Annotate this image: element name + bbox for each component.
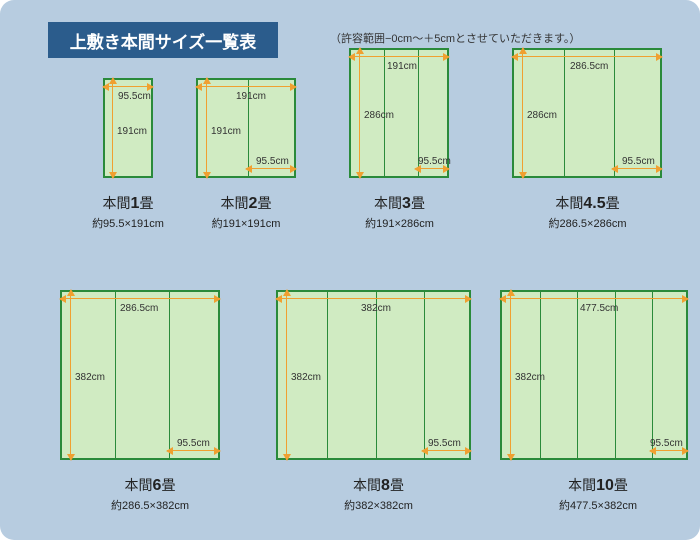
- panel-divider: [115, 292, 116, 458]
- height-arrow: [359, 48, 360, 178]
- width-arrow: [500, 298, 688, 299]
- width-label: 95.5cm: [118, 91, 151, 102]
- size-name: 本間8畳: [266, 475, 491, 495]
- panel-width-arrow: [167, 450, 220, 451]
- panel-width-arrow: [246, 168, 296, 169]
- mat-4_5jo: 286.5cm 286cm 95.5cm 本間4.5畳約286.5×286cm: [500, 48, 675, 248]
- mat-2jo: 191cm 191cm 95.5cm 本間2畳約191×191cm: [186, 78, 306, 248]
- width-arrow: [103, 86, 153, 87]
- width-arrow: [196, 86, 296, 87]
- panel-divider: [614, 50, 615, 176]
- panel-width-label: 95.5cm: [418, 156, 451, 167]
- panel-divider: [652, 292, 653, 458]
- height-label: 191cm: [117, 126, 147, 137]
- size-chart-canvas: 上敷き本間サイズ一覧表 （許容範囲−0cm〜＋5cmとさせていただきます。） 9…: [0, 0, 700, 540]
- panel-width-label: 95.5cm: [428, 438, 461, 449]
- panel-divider: [564, 50, 565, 176]
- width-label: 286.5cm: [120, 303, 158, 314]
- size-dim: 約286.5×382cm: [50, 497, 250, 513]
- mat-6jo: 286.5cm 382cm 95.5cm 本間6畳約286.5×382cm: [50, 290, 250, 510]
- width-label: 382cm: [361, 303, 391, 314]
- chart-title: 上敷き本間サイズ一覧表: [48, 22, 278, 58]
- panel-width-arrow: [415, 168, 449, 169]
- height-arrow: [510, 290, 511, 460]
- height-label: 382cm: [291, 372, 321, 383]
- mat-caption: 本間10畳約477.5×382cm: [498, 475, 698, 513]
- tolerance-note: （許容範囲−0cm〜＋5cmとさせていただきます。）: [330, 30, 580, 46]
- size-name: 本間4.5畳: [500, 193, 675, 213]
- panel-width-label: 95.5cm: [622, 156, 655, 167]
- mat-caption: 本間8畳約382×382cm: [266, 475, 491, 513]
- size-dim: 約382×382cm: [266, 497, 491, 513]
- width-arrow: [60, 298, 220, 299]
- width-label: 191cm: [387, 61, 417, 72]
- size-dim: 約191×191cm: [186, 215, 306, 231]
- panel-width-label: 95.5cm: [256, 156, 289, 167]
- width-arrow: [349, 56, 449, 57]
- size-dim: 約191×286cm: [332, 215, 467, 231]
- height-label: 286cm: [527, 110, 557, 121]
- size-dim: 約95.5×191cm: [92, 215, 164, 231]
- height-label: 191cm: [211, 126, 241, 137]
- height-arrow: [112, 78, 113, 178]
- panel-width-arrow: [650, 450, 688, 451]
- mat-caption: 本間4.5畳約286.5×286cm: [500, 193, 675, 231]
- height-arrow: [206, 78, 207, 178]
- panel-divider: [376, 292, 377, 458]
- mat-10jo: 477.5cm 382cm 95.5cm 本間10畳約477.5×382cm: [498, 290, 698, 510]
- panel-width-label: 95.5cm: [177, 438, 210, 449]
- mat-caption: 本間1畳約95.5×191cm: [92, 193, 164, 231]
- size-name: 本間10畳: [498, 475, 698, 495]
- height-label: 382cm: [515, 372, 545, 383]
- size-name: 本間2畳: [186, 193, 306, 213]
- mat-3jo: 191cm 286cm 95.5cm 本間3畳約191×286cm: [332, 48, 467, 248]
- height-label: 382cm: [75, 372, 105, 383]
- height-arrow: [522, 48, 523, 178]
- size-dim: 約477.5×382cm: [498, 497, 698, 513]
- width-label: 286.5cm: [570, 61, 608, 72]
- size-name: 本間6畳: [50, 475, 250, 495]
- panel-divider: [327, 292, 328, 458]
- mat-8jo: 382cm 382cm 95.5cm 本間8畳約382×382cm: [266, 290, 491, 510]
- width-arrow: [276, 298, 471, 299]
- size-name: 本間3畳: [332, 193, 467, 213]
- width-arrow: [512, 56, 662, 57]
- mat-1jo: 95.5cm 191cm 本間1畳約95.5×191cm: [92, 78, 164, 248]
- height-arrow: [286, 290, 287, 460]
- panel-divider: [615, 292, 616, 458]
- width-label: 191cm: [236, 91, 266, 102]
- mat-caption: 本間6畳約286.5×382cm: [50, 475, 250, 513]
- panel-divider: [577, 292, 578, 458]
- panel-divider: [169, 292, 170, 458]
- panel-width-label: 95.5cm: [650, 438, 683, 449]
- height-label: 286cm: [364, 110, 394, 121]
- panel-width-arrow: [422, 450, 471, 451]
- height-arrow: [70, 290, 71, 460]
- size-name: 本間1畳: [92, 193, 164, 213]
- mat-caption: 本間2畳約191×191cm: [186, 193, 306, 231]
- panel-width-arrow: [612, 168, 662, 169]
- mat-caption: 本間3畳約191×286cm: [332, 193, 467, 231]
- panel-divider: [424, 292, 425, 458]
- size-dim: 約286.5×286cm: [500, 215, 675, 231]
- width-label: 477.5cm: [580, 303, 618, 314]
